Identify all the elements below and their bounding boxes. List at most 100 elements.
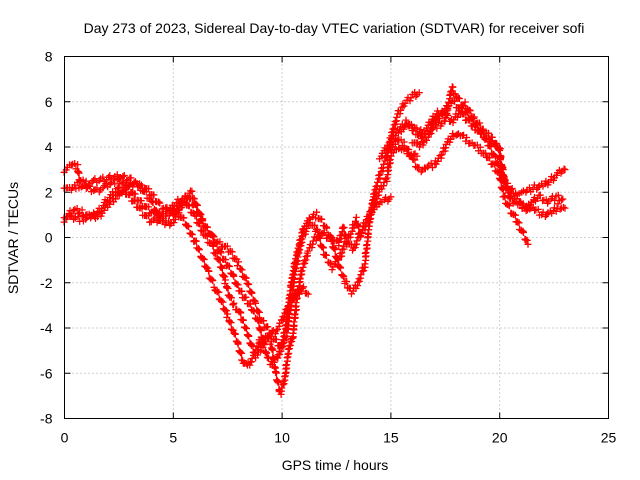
data-point-marker (383, 174, 391, 182)
data-point-marker (210, 233, 218, 241)
data-point-marker (476, 119, 484, 127)
data-point-marker (340, 224, 348, 232)
data-point-marker (186, 195, 194, 203)
data-point-marker (364, 229, 372, 237)
data-point-marker (455, 95, 463, 103)
satellite-track-c (60, 184, 312, 362)
data-point-marker (192, 201, 200, 209)
data-point-marker (319, 244, 327, 252)
data-point-marker (402, 116, 410, 124)
data-point-marker (365, 215, 372, 222)
x-tick-label: 20 (492, 430, 508, 446)
data-point-marker (185, 223, 193, 231)
data-point-marker (71, 160, 79, 167)
data-point-marker (221, 276, 229, 284)
data-point-marker (278, 384, 286, 392)
data-point-marker (479, 125, 487, 133)
data-point-marker (134, 183, 142, 191)
data-point-marker (174, 195, 182, 203)
data-point-marker (504, 185, 512, 193)
y-tick-label: 8 (45, 49, 53, 65)
data-point-marker (498, 165, 506, 173)
data-point-marker (217, 264, 225, 271)
data-point-marker (361, 226, 369, 234)
y-tick-label: 4 (45, 139, 53, 155)
data-point-marker (238, 266, 246, 274)
data-point-marker (112, 195, 120, 203)
data-point-marker (298, 235, 306, 243)
data-point-marker (400, 138, 408, 146)
data-point-marker (245, 281, 253, 288)
data-point-marker (444, 103, 452, 110)
data-point-marker (237, 309, 245, 317)
data-point-marker (78, 213, 86, 221)
data-point-marker (361, 260, 369, 268)
data-point-marker (137, 197, 145, 205)
data-point-marker (137, 181, 145, 189)
data-point-marker (413, 124, 421, 132)
data-point-marker (337, 264, 345, 272)
data-point-marker (249, 342, 257, 350)
y-tick-label: -2 (40, 275, 53, 291)
data-point-marker (239, 316, 247, 324)
data-point-marker (235, 258, 242, 266)
data-point-marker (256, 326, 264, 334)
data-point-marker (559, 195, 567, 203)
data-point-marker (209, 242, 217, 250)
data-point-marker (82, 177, 90, 185)
data-point-marker (482, 149, 490, 157)
data-point-marker (302, 253, 310, 260)
data-point-marker (216, 256, 224, 264)
data-point-marker (506, 194, 514, 202)
data-point-marker (145, 212, 153, 220)
data-point-marker (74, 179, 82, 187)
x-axis-label: GPS time / hours (282, 457, 389, 473)
data-point-marker (314, 226, 322, 234)
data-point-marker (427, 130, 435, 137)
data-point-marker (429, 164, 436, 172)
data-point-marker (463, 134, 471, 141)
data-point-marker (485, 129, 493, 137)
y-tick-label: -4 (40, 320, 53, 336)
data-point-marker (296, 274, 304, 282)
data-point-marker (373, 195, 381, 202)
data-point-marker (156, 213, 164, 221)
data-point-marker (113, 185, 121, 193)
data-point-marker (353, 237, 361, 245)
data-point-marker (390, 121, 398, 129)
data-point-marker (227, 294, 235, 302)
data-point-marker (534, 195, 541, 203)
data-point-marker (118, 179, 126, 187)
data-point-marker (289, 286, 297, 294)
data-point-marker (203, 223, 211, 231)
data-point-marker (354, 278, 362, 286)
data-point-marker (511, 211, 519, 219)
data-point-marker (436, 115, 443, 123)
data-point-marker (394, 129, 402, 137)
x-tick-label: 0 (61, 430, 69, 446)
data-point-marker (461, 98, 469, 106)
data-point-marker (316, 234, 324, 242)
data-point-marker (380, 160, 388, 168)
data-point-marker (257, 327, 265, 335)
data-point-marker (304, 290, 312, 298)
data-point-marker (355, 277, 363, 285)
data-point-marker (335, 256, 342, 264)
data-point-marker (288, 338, 296, 345)
data-point-marker (290, 275, 298, 282)
data-point-marker (300, 283, 307, 291)
data-point-marker (288, 294, 295, 302)
data-point-marker (387, 193, 395, 201)
data-point-marker (330, 244, 338, 252)
data-point-marker (362, 249, 370, 256)
data-point-marker (200, 256, 208, 263)
x-tick-label: 5 (169, 430, 177, 446)
data-point-marker (223, 242, 231, 250)
data-point-marker (262, 338, 270, 346)
y-tick-label: -8 (40, 411, 53, 427)
data-point-marker (526, 184, 533, 192)
data-point-marker (120, 172, 128, 179)
data-point-marker (242, 293, 250, 301)
data-point-marker (150, 191, 158, 199)
